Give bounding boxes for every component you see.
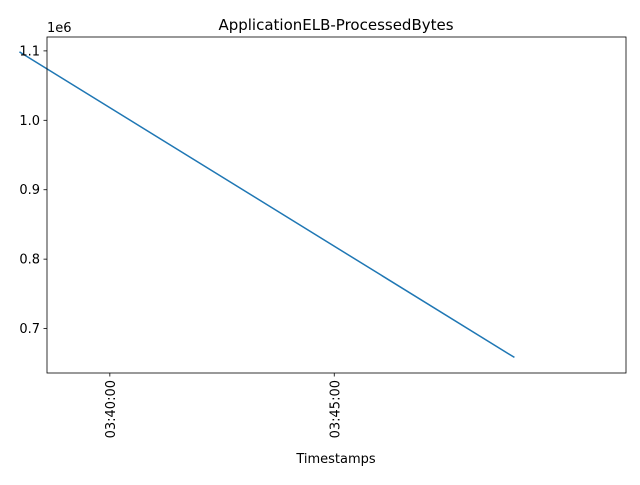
chart-title: ApplicationELB-ProcessedBytes (218, 16, 453, 34)
series-line-0 (19, 51, 515, 359)
y-tick-label-3: 1.0 (19, 114, 40, 129)
y-tick-label-4: 1.1 (19, 44, 40, 59)
x-tick-label-1: 03:45:00 (328, 380, 343, 438)
y-tick-label-1: 0.8 (19, 253, 40, 268)
y-tick-label-2: 0.9 (19, 183, 40, 198)
plot-frame (46, 36, 627, 374)
x-axis-label: Timestamps (295, 452, 376, 467)
plot-area: 0.7 0.8 0.9 1.0 1.1 03:40:00 03:45:00 (19, 36, 627, 438)
y-tick-label-0: 0.7 (19, 322, 40, 337)
y-axis-scale-label: 1e6 (47, 21, 72, 36)
x-tick-label-0: 03:40:00 (104, 380, 119, 438)
